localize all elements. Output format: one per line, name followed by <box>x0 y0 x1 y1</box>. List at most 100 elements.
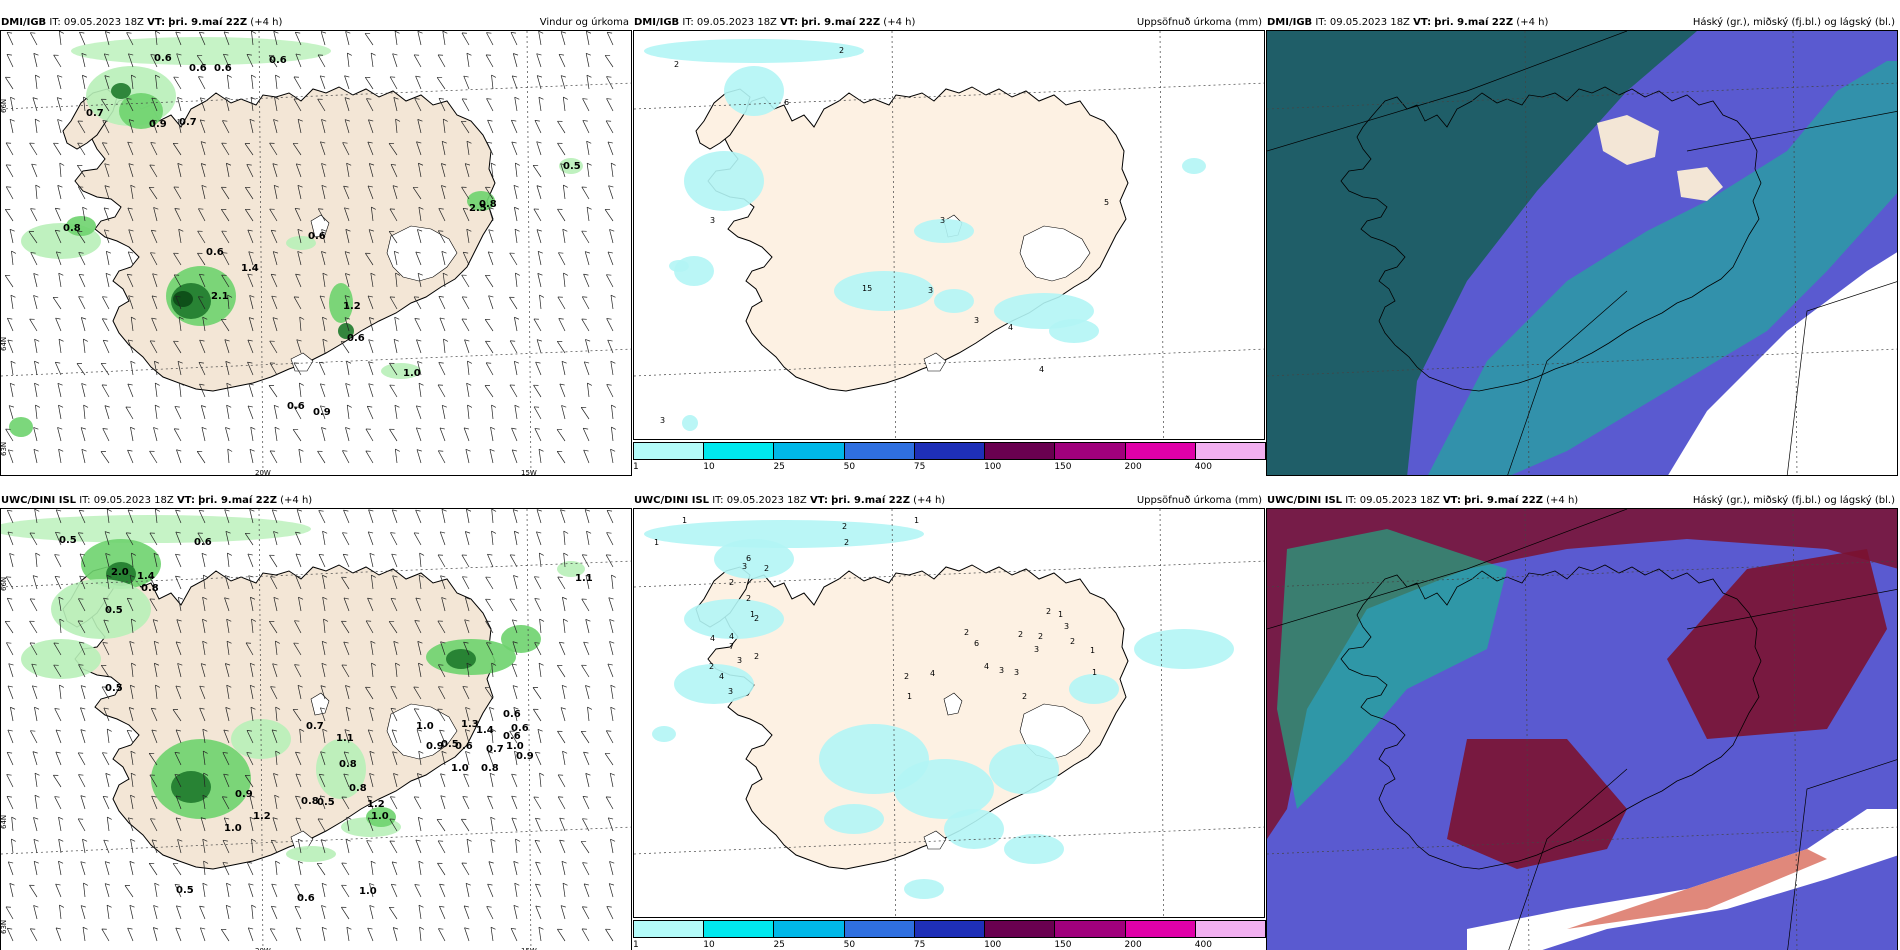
panel-p1: DMI/IGB IT: 09.05.2023 18Z VT: þri. 9.ma… <box>0 14 632 476</box>
colorbar-swatch <box>703 442 775 460</box>
p2-precip-area <box>914 219 974 243</box>
p4-grid-lon-20 <box>258 509 264 950</box>
p5-value-label: 3 <box>999 666 1004 675</box>
p5-value-label: 2 <box>746 594 751 603</box>
p6-grid-lon-20 <box>1524 509 1530 950</box>
p4-precip-area <box>1 515 311 543</box>
lead-time: (+4 h) <box>250 17 283 28</box>
p5-value-label: 3 <box>728 687 733 696</box>
p4-value-label: 0.6 <box>503 731 521 742</box>
product-title: Vindur og úrkoma <box>539 17 629 28</box>
p4-value-label: 0.8 <box>481 763 499 774</box>
p2-value-label: 4 <box>1039 365 1044 374</box>
colorbar-swatch <box>773 920 845 938</box>
product-title: Uppsöfnuð úrkoma (mm) <box>1136 17 1262 28</box>
p2-grid-lon-20 <box>891 31 897 439</box>
init-time-label: IT: <box>1345 495 1357 506</box>
p5-value-label: 4 <box>930 669 935 678</box>
p4-grid-lat-66 <box>1 560 631 588</box>
p1-vatnajokull-outline <box>386 225 458 282</box>
p2-value-label: 3 <box>660 416 665 425</box>
p1-value-label: 0.6 <box>206 247 224 258</box>
p5-value-label: 1 <box>1092 668 1097 677</box>
model-name: DMI/IGB <box>634 17 680 28</box>
p4-value-label: 0.5 <box>105 605 123 616</box>
p6-iceland-outline <box>1340 564 1762 870</box>
p4-precip-area <box>557 561 585 577</box>
p1-precip-area <box>467 191 495 211</box>
p2-precip-area <box>644 39 864 63</box>
colorbar-tick-label: 150 <box>1054 940 1072 950</box>
p2-value-label: 15 <box>862 284 872 293</box>
p4-value-label: 0.9 <box>516 751 534 762</box>
p6-grid-lat-63 <box>1267 826 1897 855</box>
p1-value-label: 0.9 <box>149 119 167 130</box>
map-wind: 66N 64N 63N 20W 15W 0.6 0.6 0.6 0.6 0.7 0.9 0.7 0.8 0… <box>0 30 632 476</box>
p5-value-label: 2 <box>842 522 847 531</box>
p5-value-label: 6 <box>746 554 751 563</box>
init-time: 09.05.2023 18Z <box>63 17 144 28</box>
p4-value-label: 0.6 <box>503 709 521 720</box>
p5-precip-area <box>1069 674 1119 704</box>
p4-vatnajokull-outline <box>386 703 458 760</box>
p2-precip-area <box>934 289 974 313</box>
p5-precip-area <box>674 664 754 704</box>
p4-precip-area <box>316 739 366 799</box>
p4-lat63-label: 63N <box>1 920 8 934</box>
p3-iceland-outline <box>1340 86 1762 392</box>
p5-myrdalsjokull-outline <box>923 830 947 850</box>
p1-lat66-label: 66N <box>1 99 8 113</box>
precip-colorbar: 1 10 25 50 75 100 150 200 400 <box>633 920 1266 950</box>
p5-value-label: 3 <box>1064 622 1069 631</box>
p1-precip-area <box>71 37 331 65</box>
p3-land-gap <box>1677 167 1723 201</box>
p5-value-label: 1 <box>1090 646 1095 655</box>
valid-time: þri. 9.maí 22Z <box>1434 17 1514 28</box>
p5-value-label: 1 <box>654 538 659 547</box>
p1-precip-area <box>338 323 354 339</box>
colorbar-tick-label: 25 <box>773 462 785 472</box>
model-name: DMI/IGB <box>1 17 47 28</box>
p5-vatnajokull-outline <box>1019 703 1091 760</box>
colorbar-tick-label: 400 <box>1194 462 1212 472</box>
init-time: 09.05.2023 18Z <box>93 495 174 506</box>
p4-value-label: 0.5 <box>441 739 459 750</box>
valid-time: þri. 9.maí 22Z <box>831 495 910 506</box>
colorbar-tick-label: 75 <box>913 462 926 472</box>
p4-value-label: 1.3 <box>461 719 479 730</box>
p2-grid-lat-63 <box>634 348 1264 377</box>
p4-precip-area <box>21 639 101 679</box>
p4-value-label: 0.6 <box>297 893 315 904</box>
p1-precip-area <box>173 291 193 307</box>
valid-time: þri. 9.maí 22Z <box>801 17 881 28</box>
p5-precip-area <box>1004 834 1064 864</box>
p5-value-label: 2 <box>1046 607 1051 616</box>
p1-value-label: 0.6 <box>189 63 207 74</box>
p5-value-label: 2 <box>729 578 734 587</box>
valid-time-label: VT: <box>1413 17 1432 28</box>
init-time: 09.05.2023 18Z <box>696 17 777 28</box>
p1-precip-area <box>329 283 353 323</box>
p1-value-label: 0.6 <box>308 231 326 242</box>
colorbar-swatch <box>773 442 845 460</box>
p1-value-label: 0.6 <box>287 401 305 412</box>
colorbar-swatch <box>633 442 705 460</box>
p5-grid-lat-63 <box>634 826 1264 855</box>
p4-lon15-label: 15W <box>521 947 537 950</box>
p4-precip-area <box>171 771 211 803</box>
colorbar-swatch <box>913 920 986 938</box>
p1-value-label: 1.0 <box>403 368 421 379</box>
colorbar-swatch <box>1124 442 1196 460</box>
p4-value-label: 0.6 <box>511 723 529 734</box>
init-time-label: IT: <box>682 17 694 28</box>
map-cloud <box>1266 30 1898 476</box>
p3-low-cloud <box>1428 61 1897 475</box>
p5-value-label: 2 <box>754 614 759 623</box>
colorbar-tick-label: 10 <box>703 940 715 950</box>
p1-value-label: 2.1 <box>211 291 229 302</box>
colorbar-swatch <box>1124 920 1196 938</box>
panel-p6: UWC/DINI ISL IT: 09.05.2023 18Z VT: þri.… <box>1266 492 1898 950</box>
panel-header: UWC/DINI ISL IT: 09.05.2023 18Z VT: þri.… <box>0 492 632 508</box>
p4-precip-area <box>51 579 151 639</box>
